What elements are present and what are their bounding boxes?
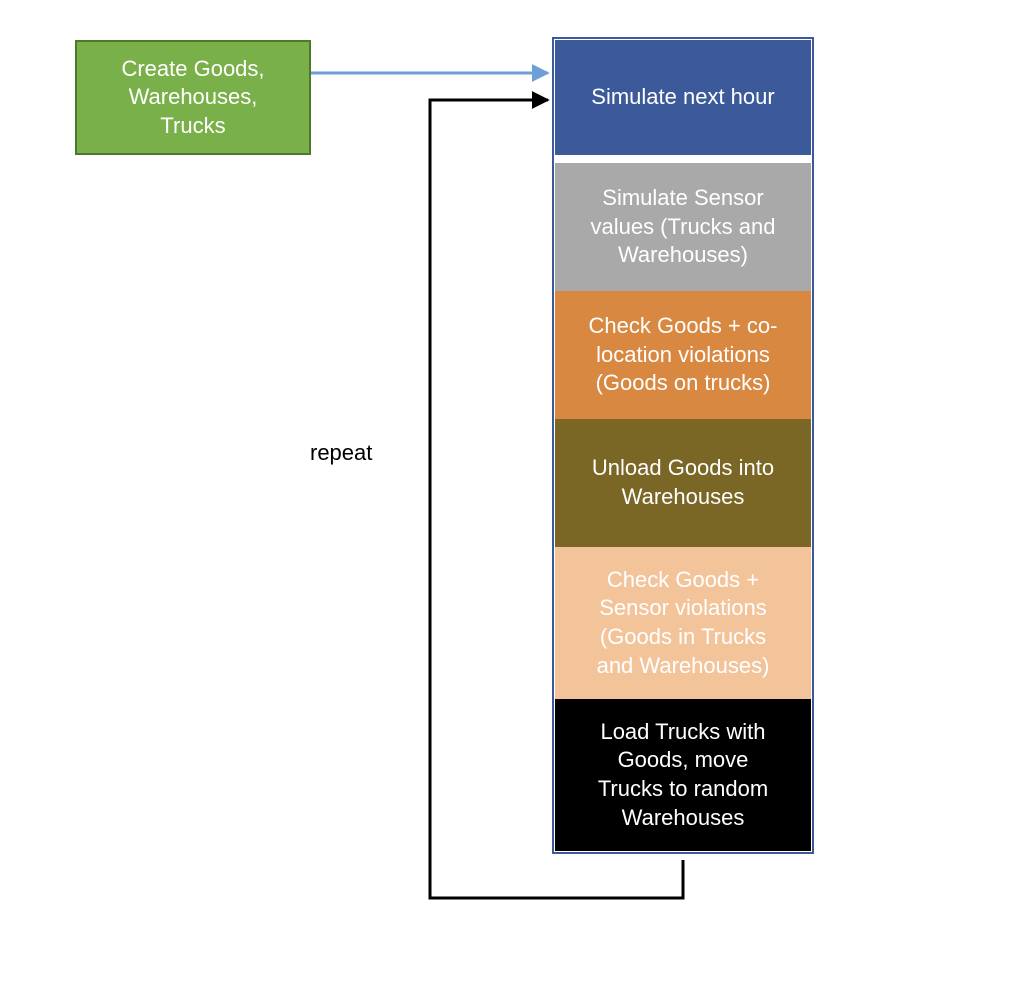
node-label: Check Goods + co- location violations (G… (589, 312, 778, 398)
node-label: Load Trucks with Goods, move Trucks to r… (598, 718, 768, 832)
node-create: Create Goods, Warehouses, Trucks (75, 40, 311, 155)
node-label: Simulate Sensor values (Trucks and Wareh… (590, 184, 775, 270)
node-check-colocation: Check Goods + co- location violations (G… (555, 291, 811, 419)
node-simulate-hour: Simulate next hour (555, 40, 811, 155)
node-load: Load Trucks with Goods, move Trucks to r… (555, 699, 811, 851)
label-text: repeat (310, 440, 372, 465)
repeat-label: repeat (310, 440, 372, 466)
node-label: Simulate next hour (591, 83, 774, 112)
node-simulate-sensor: Simulate Sensor values (Trucks and Wareh… (555, 163, 811, 291)
node-unload: Unload Goods into Warehouses (555, 419, 811, 547)
node-check-sensor: Check Goods + Sensor violations (Goods i… (555, 547, 811, 699)
flowchart-canvas: Create Goods, Warehouses, Trucks Simulat… (0, 0, 1016, 1000)
node-label: Unload Goods into Warehouses (592, 454, 774, 511)
node-label: Check Goods + Sensor violations (Goods i… (597, 566, 770, 680)
node-label: Create Goods, Warehouses, Trucks (121, 55, 264, 141)
